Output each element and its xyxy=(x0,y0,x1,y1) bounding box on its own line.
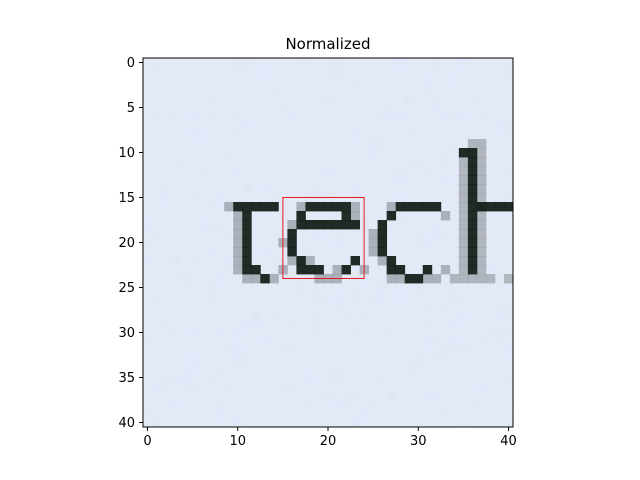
y-tick-label: 5 xyxy=(127,101,135,116)
x-tick-label: 30 xyxy=(410,434,427,449)
y-tick-label: 0 xyxy=(127,56,135,71)
highlight-box xyxy=(282,197,365,279)
y-tick-label: 40 xyxy=(118,416,135,431)
x-axis: 0 10 20 30 40 xyxy=(143,427,517,449)
chart-title: Normalized xyxy=(285,35,370,53)
image-background xyxy=(143,58,513,427)
letter-c-shade xyxy=(368,202,451,284)
y-tick-label: 10 xyxy=(118,146,135,161)
x-tick-label: 20 xyxy=(320,434,337,449)
letter-h xyxy=(458,148,513,275)
plot-area xyxy=(142,57,514,428)
letter-c xyxy=(377,202,442,284)
y-tick-label: 20 xyxy=(118,236,135,251)
letter-t xyxy=(233,202,279,284)
letter-e xyxy=(287,202,360,275)
y-tick-label: 25 xyxy=(118,281,135,296)
paper-texture xyxy=(143,58,513,427)
y-tick-label: 35 xyxy=(118,371,135,386)
y-tick-label: 30 xyxy=(118,326,135,341)
x-tick-label: 10 xyxy=(229,434,246,449)
x-tick-label: 0 xyxy=(143,434,151,449)
y-axis: 0 5 10 15 20 25 30 35 40 xyxy=(118,56,143,431)
x-tick-label: 40 xyxy=(500,434,517,449)
y-tick-label: 15 xyxy=(118,191,135,206)
